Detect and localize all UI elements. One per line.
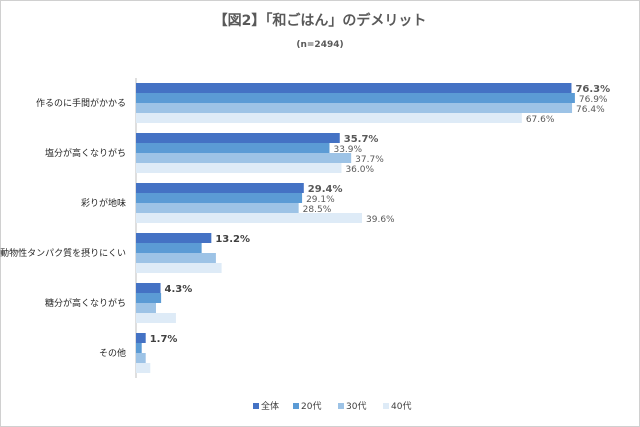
value-label: 76.9% (579, 95, 608, 105)
bar-全体 (136, 183, 304, 193)
value-label: 36.0% (345, 165, 374, 175)
bar-20代 (136, 293, 162, 303)
bar-全体 (136, 83, 572, 93)
value-label: 39.6% (366, 215, 395, 225)
bars-group (136, 83, 575, 373)
chart-subtitle: (n=2494) (296, 40, 343, 50)
bar-30代 (136, 203, 299, 213)
value-label: 29.1% (306, 195, 335, 205)
bar-30代 (136, 253, 216, 263)
category-label: 塩分が高くなりがち (45, 147, 126, 159)
legend-swatch (253, 403, 259, 409)
legend-label: 全体 (261, 400, 279, 412)
legend-label: 30代 (346, 401, 366, 412)
value-label: 1.7% (150, 334, 178, 345)
value-label: 37.7% (355, 155, 384, 165)
value-label: 67.6% (526, 115, 555, 125)
value-label: 13.2% (215, 234, 250, 245)
bar-40代 (136, 313, 176, 323)
value-labels: 76.3%76.9%76.4% 67.6% 35.7%33.9%37.7%36.0%… (150, 84, 610, 345)
category-label: その他 (99, 347, 126, 359)
bar-40代 (136, 363, 151, 373)
bar-40代 (136, 113, 522, 123)
category-labels: 作るのに手間がかかる塩分が高くなりがち彩りが地味動物性タンパク質を摂りにくい糖分… (0, 97, 126, 359)
category-label: 作るのに手間がかかる (36, 97, 126, 109)
value-label: 76.4% (576, 105, 605, 115)
bar-20代 (136, 343, 142, 353)
legend-label: 40代 (391, 401, 411, 412)
legend-swatch (383, 403, 389, 409)
bar-40代 (136, 213, 363, 223)
bar-全体 (136, 133, 340, 143)
bar-20代 (136, 143, 330, 153)
value-label: 29.4% (308, 184, 343, 195)
value-label: 4.3% (165, 284, 193, 295)
value-label: 35.7% (344, 134, 379, 145)
legend-label: 20代 (301, 401, 321, 412)
bar-20代 (136, 193, 303, 203)
bar-30代 (136, 153, 352, 163)
bar-30代 (136, 103, 573, 113)
category-label: 彩りが地味 (81, 197, 126, 209)
value-label: 28.5% (303, 205, 332, 215)
category-label: 動物性タンパク質を摂りにくい (0, 247, 126, 259)
value-label: 76.3% (575, 84, 610, 95)
category-label: 糖分が高くなりがち (45, 297, 126, 309)
bar-20代 (136, 93, 575, 103)
bar-全体 (136, 283, 161, 293)
legend: 全体 20代 30代 40代 (253, 400, 411, 412)
bar-30代 (136, 353, 146, 363)
legend-swatch (338, 403, 344, 409)
bar-全体 (136, 333, 146, 343)
legend-swatch (293, 403, 299, 409)
chart-title: 【図2】「和ごはん」のデメリット (214, 12, 427, 29)
bar-40代 (136, 163, 342, 173)
bar-全体 (136, 233, 212, 243)
bar-20代 (136, 243, 202, 253)
bar-30代 (136, 303, 156, 313)
bar-40代 (136, 263, 222, 273)
value-label: 33.9% (333, 145, 362, 155)
